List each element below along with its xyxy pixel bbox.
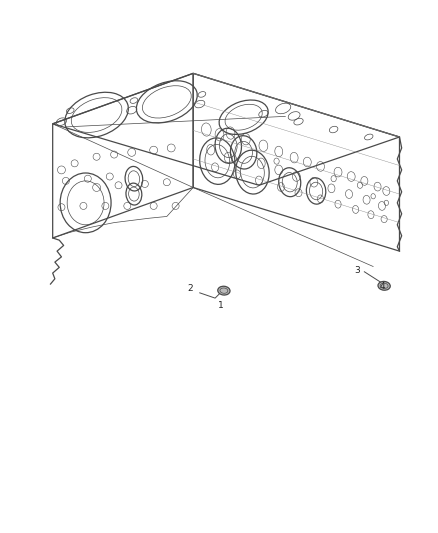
Ellipse shape — [377, 281, 389, 290]
Ellipse shape — [217, 286, 230, 295]
Text: 3: 3 — [353, 265, 359, 274]
Text: 4: 4 — [379, 282, 385, 291]
Text: 1: 1 — [218, 301, 223, 310]
Text: 2: 2 — [187, 284, 193, 293]
